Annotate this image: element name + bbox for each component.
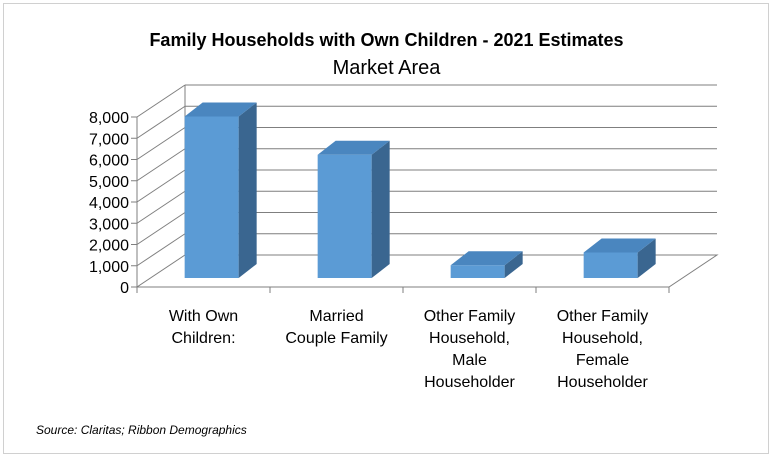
y-tick-label: 3,000 [89,216,129,233]
chart-title: Family Households with Own Children - 20… [149,30,624,50]
y-tick-label: 5,000 [89,174,129,191]
bars [184,102,656,278]
x-category-label-line: Household, [562,330,643,347]
bar-top [583,238,656,253]
bar-front [583,252,638,278]
bar [317,140,390,278]
bar-front [184,116,239,278]
y-axis-labels: 0 1,000 2,000 3,000 4,000 5,000 6,000 7,000 8,00… [89,110,129,297]
bar-side [371,140,390,278]
x-category-label: Other Family Household, Female Householder [557,308,649,391]
gridline-diagonal [136,233,186,267]
bar-side [504,251,523,278]
bar-front [317,154,372,278]
y-tick-label: 7,000 [89,131,129,148]
x-category-label-line: Other Family [424,308,516,325]
gridline-diagonal [136,190,186,224]
x-axis-labels: With Own Children: Married Couple Family Oth… [169,308,649,391]
bar [450,251,523,278]
bar-top [317,140,390,155]
x-category-label-line: Household, [429,330,510,347]
x-category-label: Other Family Household, Male Householder [424,308,516,391]
bar-front [450,265,505,278]
bar [184,102,257,278]
bar-top [184,102,257,117]
bar [583,238,656,278]
gridline-diagonal [136,148,186,182]
x-category-label: Married Couple Family [285,308,387,347]
gridline-diagonal [136,105,186,139]
x-category-label-line: Other Family [557,308,649,325]
bar-side [238,102,257,278]
y-tick-label: 8,000 [89,110,129,127]
x-category-label-line: Couple Family [285,330,387,347]
gridline-diagonal [136,212,186,245]
y-tick-label: 6,000 [89,153,129,170]
x-category-label-line: Married [309,308,363,325]
chart-subtitle: Market Area [332,57,441,79]
x-category-label-line: Female [576,352,629,369]
gridline-diagonal [136,127,186,160]
x-category-label-line: Householder [557,374,648,391]
y-tick-label: 2,000 [89,238,129,255]
y-tick-label: 4,000 [89,195,129,212]
y-tick-label: 0 [120,280,129,297]
x-category-label-line: Male [452,352,487,369]
bar-side [637,238,656,278]
source-note: Source: Claritas; Ribbon Demographics [36,423,247,437]
x-category-label: With Own Children: [169,308,238,347]
y-tick-label: 1,000 [89,259,129,276]
gridline-diagonal [136,84,186,118]
gridline-diagonal [136,169,186,203]
chart-floor [135,254,719,288]
x-category-label-line: Householder [424,374,515,391]
x-category-label-line: With Own [169,308,238,325]
gridlines [131,84,717,293]
x-category-label-line: Children: [171,330,235,347]
bar-top [450,251,523,266]
